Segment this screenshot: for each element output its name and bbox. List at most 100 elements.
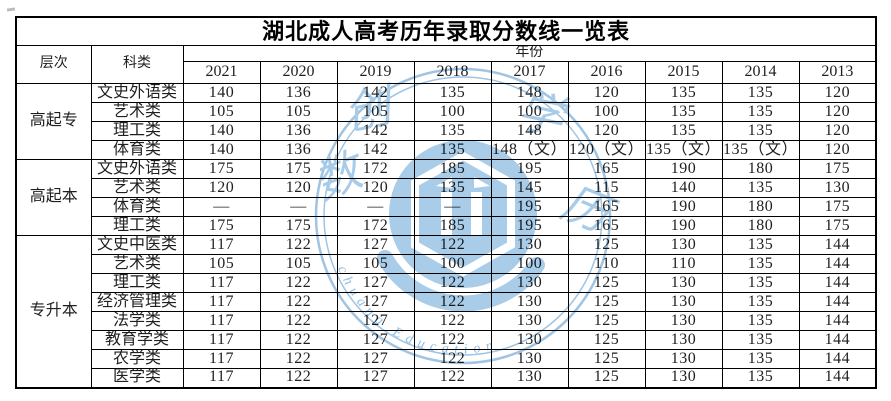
score-cell: 130 bbox=[644, 330, 723, 350]
score-cell: 190 bbox=[644, 197, 723, 217]
score-cell: 135 bbox=[721, 235, 800, 255]
score-cell: 180 bbox=[721, 216, 800, 236]
score-cell: 135 bbox=[721, 273, 800, 293]
score-cell: 122 bbox=[413, 368, 492, 388]
score-cell: 135 bbox=[721, 178, 800, 198]
table-row: 高起专 文史外语类 140 136 142 135 148 120 135 135 120 bbox=[15, 83, 877, 160]
score-cell: 135 bbox=[413, 140, 492, 160]
score-cell: 144 bbox=[798, 349, 877, 369]
score-cell: 130 bbox=[490, 235, 569, 255]
score-cell: — bbox=[182, 197, 261, 217]
score-cell: 172 bbox=[336, 216, 415, 236]
score-cell: 135 bbox=[413, 178, 492, 198]
score-cell: 135（文） bbox=[644, 140, 723, 160]
score-cell: 122 bbox=[259, 311, 338, 331]
table-row: 艺术类 120 120 120 135 145 115 140 135 130 bbox=[16, 178, 877, 198]
year-group-header: 年份 bbox=[182, 45, 877, 62]
score-cell: 120 bbox=[182, 178, 261, 198]
score-cell: 117 bbox=[182, 235, 261, 255]
score-cell: 130 bbox=[644, 311, 723, 331]
score-cell: 117 bbox=[182, 368, 261, 388]
score-cell: 135 bbox=[721, 83, 800, 103]
score-cell: 122 bbox=[413, 311, 492, 331]
score-cell: 117 bbox=[182, 311, 261, 331]
score-cell: 165 bbox=[567, 197, 646, 217]
score-cell: 105 bbox=[259, 254, 338, 274]
score-cell: 135 bbox=[721, 311, 800, 331]
table-row: 农学类 117 122 127 122 130 125 130 135 144 bbox=[16, 349, 877, 369]
score-cell: 144 bbox=[798, 273, 877, 293]
score-cell: — bbox=[413, 197, 492, 217]
score-cell: 127 bbox=[336, 311, 415, 331]
category-cell: 医学类 bbox=[90, 368, 184, 388]
score-cell: 100 bbox=[490, 254, 569, 274]
title-row: 湖北成人高考历年录取分数线一览表 bbox=[15, 16, 877, 46]
year-group-header-row: 层次 科类 年份 bbox=[15, 45, 877, 84]
score-cell: 130 bbox=[644, 235, 723, 255]
category-cell: 文史外语类 bbox=[90, 83, 184, 103]
category-cell: 文史外语类 bbox=[90, 159, 184, 179]
score-cell: 100 bbox=[413, 254, 492, 274]
level-column-header: 层次 bbox=[15, 45, 92, 84]
score-cell: 130 bbox=[490, 292, 569, 312]
category-cell: 理工类 bbox=[90, 216, 184, 236]
score-cell: 130 bbox=[798, 178, 877, 198]
score-cell: 140 bbox=[182, 121, 261, 141]
score-cell: 148（文） bbox=[490, 140, 569, 160]
table-row: 高起本 文史外语类 175 175 172 185 195 165 190 180 175 bbox=[15, 159, 877, 236]
score-cell: 195 bbox=[490, 216, 569, 236]
category-cell: 理工类 bbox=[90, 273, 184, 293]
score-cell: 148 bbox=[490, 121, 569, 141]
year-header-cell: 2018 bbox=[413, 61, 492, 84]
score-cell: 135（文） bbox=[721, 140, 800, 160]
score-cell: 140 bbox=[182, 140, 261, 160]
score-cell: 180 bbox=[721, 197, 800, 217]
score-cell: 105 bbox=[182, 102, 261, 122]
score-cell: 125 bbox=[567, 292, 646, 312]
table-row: 理工类 117 122 127 122 130 125 130 135 144 bbox=[16, 273, 877, 293]
score-cell: 120 bbox=[798, 83, 877, 103]
score-cell: 127 bbox=[336, 349, 415, 369]
score-cell: 122 bbox=[413, 349, 492, 369]
score-cell: 165 bbox=[567, 159, 646, 179]
score-cell: 127 bbox=[336, 330, 415, 350]
level-cell: 高起本 bbox=[15, 159, 92, 236]
table-row: 艺术类 105 105 105 100 100 110 110 135 144 bbox=[16, 254, 877, 274]
score-cell: 140 bbox=[182, 83, 261, 103]
score-cell: 140 bbox=[644, 178, 723, 198]
score-cell: 175 bbox=[798, 216, 877, 236]
score-cell: 100 bbox=[490, 102, 569, 122]
score-cell: 135 bbox=[721, 254, 800, 274]
score-cell: 120 bbox=[798, 102, 877, 122]
score-cell: 127 bbox=[336, 235, 415, 255]
score-cell: 165 bbox=[567, 216, 646, 236]
score-cell: 175 bbox=[798, 159, 877, 179]
score-cell: 110 bbox=[644, 254, 723, 274]
score-cell: 135 bbox=[721, 292, 800, 312]
score-cell: 122 bbox=[259, 235, 338, 255]
score-cell: 120 bbox=[259, 178, 338, 198]
score-cell: 130 bbox=[490, 368, 569, 388]
score-cell: 122 bbox=[259, 368, 338, 388]
scan-artifact bbox=[6, 7, 16, 12]
table-row: 专升本 文史中医类 117 122 127 122 130 125 130 135 144 bbox=[15, 235, 877, 388]
score-cell: 135 bbox=[721, 349, 800, 369]
score-cell: 127 bbox=[336, 273, 415, 293]
score-cell: 130 bbox=[644, 368, 723, 388]
score-cell: 120 bbox=[336, 178, 415, 198]
score-cell: — bbox=[259, 197, 338, 217]
level-cell: 专升本 bbox=[15, 235, 92, 388]
score-cell: 125 bbox=[567, 273, 646, 293]
score-cell: 136 bbox=[259, 121, 338, 141]
score-cell: 122 bbox=[259, 273, 338, 293]
level-cell: 高起专 bbox=[15, 83, 92, 160]
score-cell: 127 bbox=[336, 368, 415, 388]
year-header-cell: 2015 bbox=[644, 61, 723, 84]
category-cell: 体育类 bbox=[90, 197, 184, 217]
score-cell: 130 bbox=[644, 292, 723, 312]
category-column-header: 科类 bbox=[90, 45, 184, 84]
score-cell: 125 bbox=[567, 330, 646, 350]
score-cell: 117 bbox=[182, 273, 261, 293]
score-cell: 144 bbox=[798, 254, 877, 274]
score-cell: 120 bbox=[567, 83, 646, 103]
